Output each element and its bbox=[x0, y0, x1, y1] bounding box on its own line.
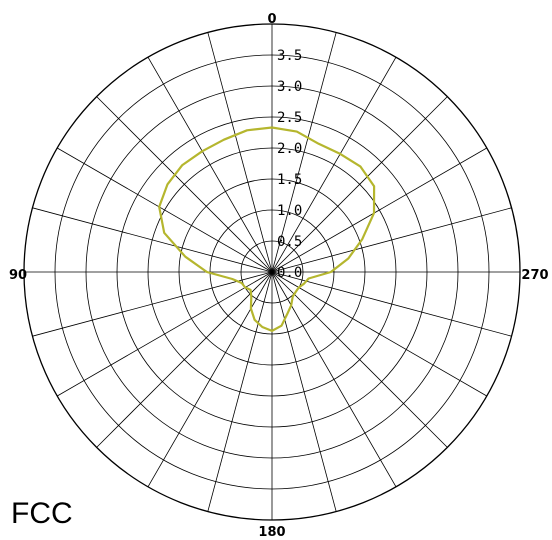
grid-spoke bbox=[271, 271, 487, 397]
radial-tick-label: 0.0 bbox=[277, 265, 302, 281]
grid-spoke bbox=[271, 96, 448, 273]
polar-grid bbox=[23, 23, 521, 521]
grid-spoke bbox=[32, 271, 273, 337]
grid-spoke bbox=[271, 271, 337, 512]
angle-label-270: 270 bbox=[521, 268, 548, 283]
grid-spoke bbox=[207, 32, 273, 273]
grid-spoke bbox=[271, 271, 448, 448]
radial-tick-label: 2.5 bbox=[277, 110, 302, 126]
grid-spoke bbox=[147, 271, 273, 487]
radial-tick-labels: 0.0 0.5 1.0 1.5 2.0 2.5 3.0 3.5 bbox=[277, 48, 302, 281]
radial-tick-label: 1.5 bbox=[277, 172, 302, 188]
grid-spoke bbox=[96, 271, 273, 448]
radial-tick-label: 3.5 bbox=[277, 48, 302, 64]
grid-spoke bbox=[147, 57, 273, 273]
corner-label: FCC bbox=[11, 497, 73, 530]
angle-labels: 0 90 180 270 bbox=[9, 12, 549, 540]
grid-spoke bbox=[96, 96, 273, 273]
angle-label-90: 90 bbox=[9, 268, 27, 283]
radial-tick-label: 1.0 bbox=[277, 203, 302, 219]
radial-tick-label: 3.0 bbox=[277, 79, 302, 95]
series-line bbox=[158, 126, 376, 332]
grid-spoke bbox=[271, 271, 512, 337]
grid-spoke bbox=[271, 32, 337, 273]
grid-spoke bbox=[271, 147, 487, 273]
grid-spoke bbox=[57, 271, 273, 397]
grid-spoke bbox=[271, 207, 512, 273]
radial-tick-label: 0.5 bbox=[277, 234, 302, 250]
grid-spoke bbox=[32, 207, 273, 273]
grid-spoke bbox=[271, 57, 397, 273]
series-layer bbox=[158, 126, 376, 332]
angle-label-0: 0 bbox=[267, 12, 276, 27]
grid-spoke bbox=[57, 147, 273, 273]
angle-label-180: 180 bbox=[258, 525, 285, 540]
radial-tick-label: 2.0 bbox=[277, 141, 302, 157]
grid-spoke bbox=[207, 271, 273, 512]
grid-spoke bbox=[271, 271, 397, 487]
